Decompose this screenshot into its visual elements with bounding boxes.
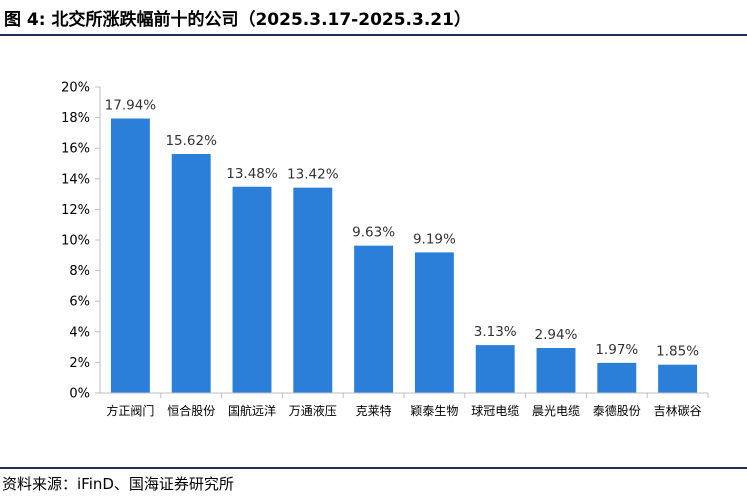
y-tick-label: 14% bbox=[61, 172, 90, 187]
data-label: 13.42% bbox=[287, 167, 339, 183]
bar bbox=[110, 118, 150, 393]
data-label: 1.85% bbox=[656, 344, 699, 360]
y-tick-label: 6% bbox=[69, 295, 90, 310]
x-tick-label: 恒合股份 bbox=[167, 403, 215, 418]
data-label: 13.48% bbox=[226, 166, 278, 182]
bar bbox=[293, 187, 333, 393]
bar bbox=[232, 186, 272, 393]
bar bbox=[536, 348, 576, 393]
y-tick-label: 4% bbox=[69, 325, 90, 340]
bar bbox=[475, 345, 515, 393]
y-tick-label: 20% bbox=[61, 81, 90, 96]
title-bar: 图 4: 北交所涨跌幅前十的公司（2025.3.17-2025.3.21） bbox=[0, 0, 747, 34]
top-rule bbox=[0, 34, 747, 36]
x-tick-label: 球冠电缆 bbox=[471, 404, 519, 418]
x-tick-label: 万通液压 bbox=[289, 403, 337, 418]
x-tick-label: 颖泰生物 bbox=[410, 404, 458, 418]
x-tick-label: 国航远洋 bbox=[228, 403, 276, 418]
bars: 17.94% 15.62% 13.48% 13.42% 9.63% 9.19% 3.13% 2… bbox=[105, 98, 699, 393]
y-tick-label: 10% bbox=[61, 234, 90, 249]
y-tick-label: 18% bbox=[61, 111, 90, 126]
bar bbox=[171, 154, 211, 393]
data-label: 9.19% bbox=[413, 231, 456, 247]
bottom-rule bbox=[0, 467, 747, 469]
data-label: 1.97% bbox=[595, 342, 638, 358]
bar bbox=[414, 252, 454, 393]
x-tick-label: 方正阀门 bbox=[106, 403, 154, 418]
data-label: 17.94% bbox=[105, 98, 157, 114]
data-label: 3.13% bbox=[474, 324, 517, 340]
y-tick-label: 12% bbox=[61, 203, 90, 218]
chart-title: 图 4: 北交所涨跌幅前十的公司（2025.3.17-2025.3.21） bbox=[4, 10, 471, 30]
data-label: 15.62% bbox=[165, 133, 217, 149]
y-axis: 0% 2% 4% 6% 8% 10% 12% 14% 16% 18% 20% bbox=[61, 81, 101, 402]
bar bbox=[597, 362, 637, 393]
x-tick-label: 克莱特 bbox=[356, 403, 392, 418]
y-tick-label: 2% bbox=[69, 356, 90, 371]
y-tick-label: 8% bbox=[69, 264, 90, 279]
y-tick-label: 16% bbox=[61, 142, 90, 157]
x-tick-label: 晨光电缆 bbox=[532, 404, 580, 418]
bar bbox=[354, 245, 394, 393]
x-tick-label: 吉林碳谷 bbox=[654, 404, 702, 418]
y-tick-label: 0% bbox=[69, 387, 90, 402]
source-note: 资料来源：iFinD、国海证券研究所 bbox=[2, 475, 234, 493]
x-tick-label: 泰德股份 bbox=[593, 403, 641, 418]
data-label: 9.63% bbox=[352, 225, 395, 241]
bar bbox=[658, 364, 698, 393]
data-label: 2.94% bbox=[535, 327, 578, 343]
x-axis: 方正阀门 恒合股份 国航远洋 万通液压 克莱特 颖泰生物 球冠电缆 晨光电缆 泰德股份 吉林碳谷 bbox=[100, 392, 709, 418]
